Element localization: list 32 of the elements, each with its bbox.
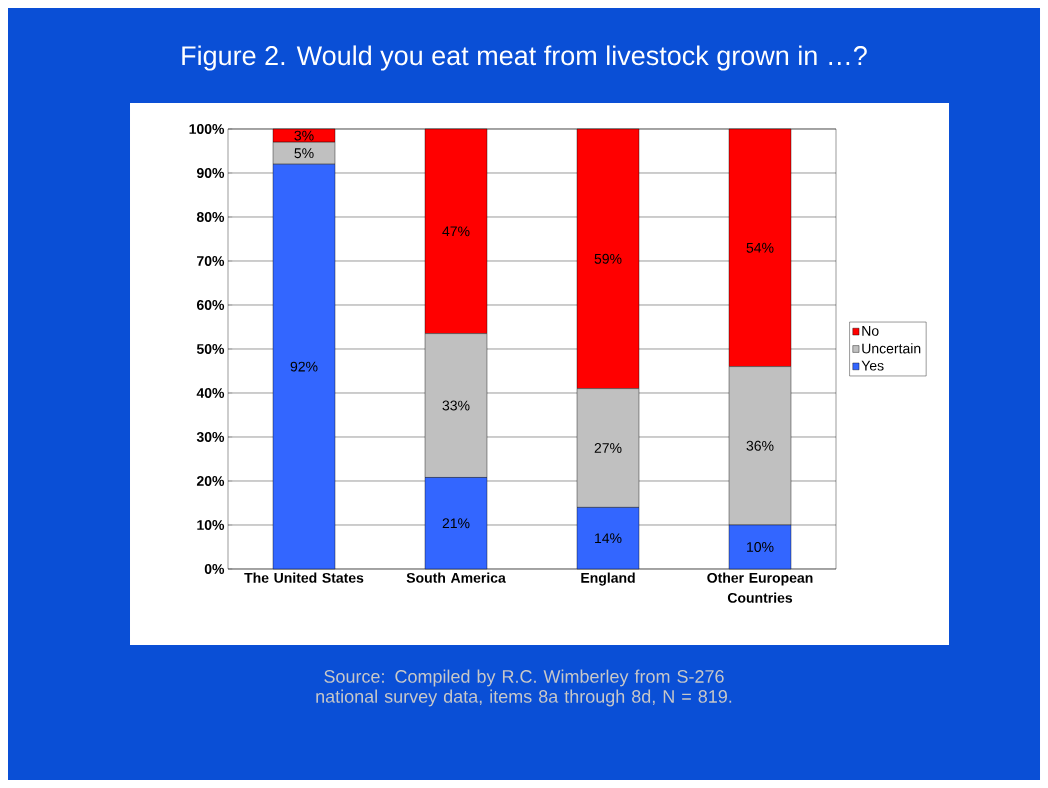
x-tick-label: Other European Countries xyxy=(707,572,813,603)
legend-label: No xyxy=(862,326,879,336)
y-tick-label: 30% xyxy=(196,432,225,442)
data-label: 59% xyxy=(594,253,622,264)
data-label: 27% xyxy=(594,443,622,453)
data-label: 14% xyxy=(595,533,622,544)
data-label: 33% xyxy=(442,400,470,411)
data-label: 21% xyxy=(442,518,470,529)
y-tick-label: 80% xyxy=(196,212,225,222)
y-tick-label: 50% xyxy=(196,344,225,354)
y-tick-label: 20% xyxy=(196,476,225,486)
legend-label: Yes xyxy=(861,360,884,371)
y-tick-label: 10% xyxy=(197,520,225,530)
legend-label: Uncertain xyxy=(862,343,921,354)
data-label: 3% xyxy=(294,130,314,141)
x-tick-label: South America xyxy=(406,572,506,583)
chart-title: Figure 2. Would you eat meat from livestock grown in …? xyxy=(182,45,867,71)
source-note: Source: Compiled by R.C. Wimberley from S-276 national survey data, items 8a through 8d, N = 819. xyxy=(316,669,732,707)
data-label: 92% xyxy=(290,361,318,372)
y-tick-label: 60% xyxy=(196,300,225,310)
data-label: 54% xyxy=(746,242,774,253)
data-label: 5% xyxy=(294,148,314,159)
y-tick-label: 40% xyxy=(196,388,225,398)
y-tick-label: 90% xyxy=(196,168,225,178)
x-tick-label: England xyxy=(581,572,635,586)
data-label: 10% xyxy=(747,542,774,552)
y-tick-label: 70% xyxy=(197,256,225,266)
x-tick-label: The United States xyxy=(244,572,364,583)
data-label: 36% xyxy=(746,440,774,451)
y-tick-label: 100% xyxy=(189,124,225,134)
y-tick-label: 0% xyxy=(204,564,225,574)
data-label: 47% xyxy=(442,226,470,237)
